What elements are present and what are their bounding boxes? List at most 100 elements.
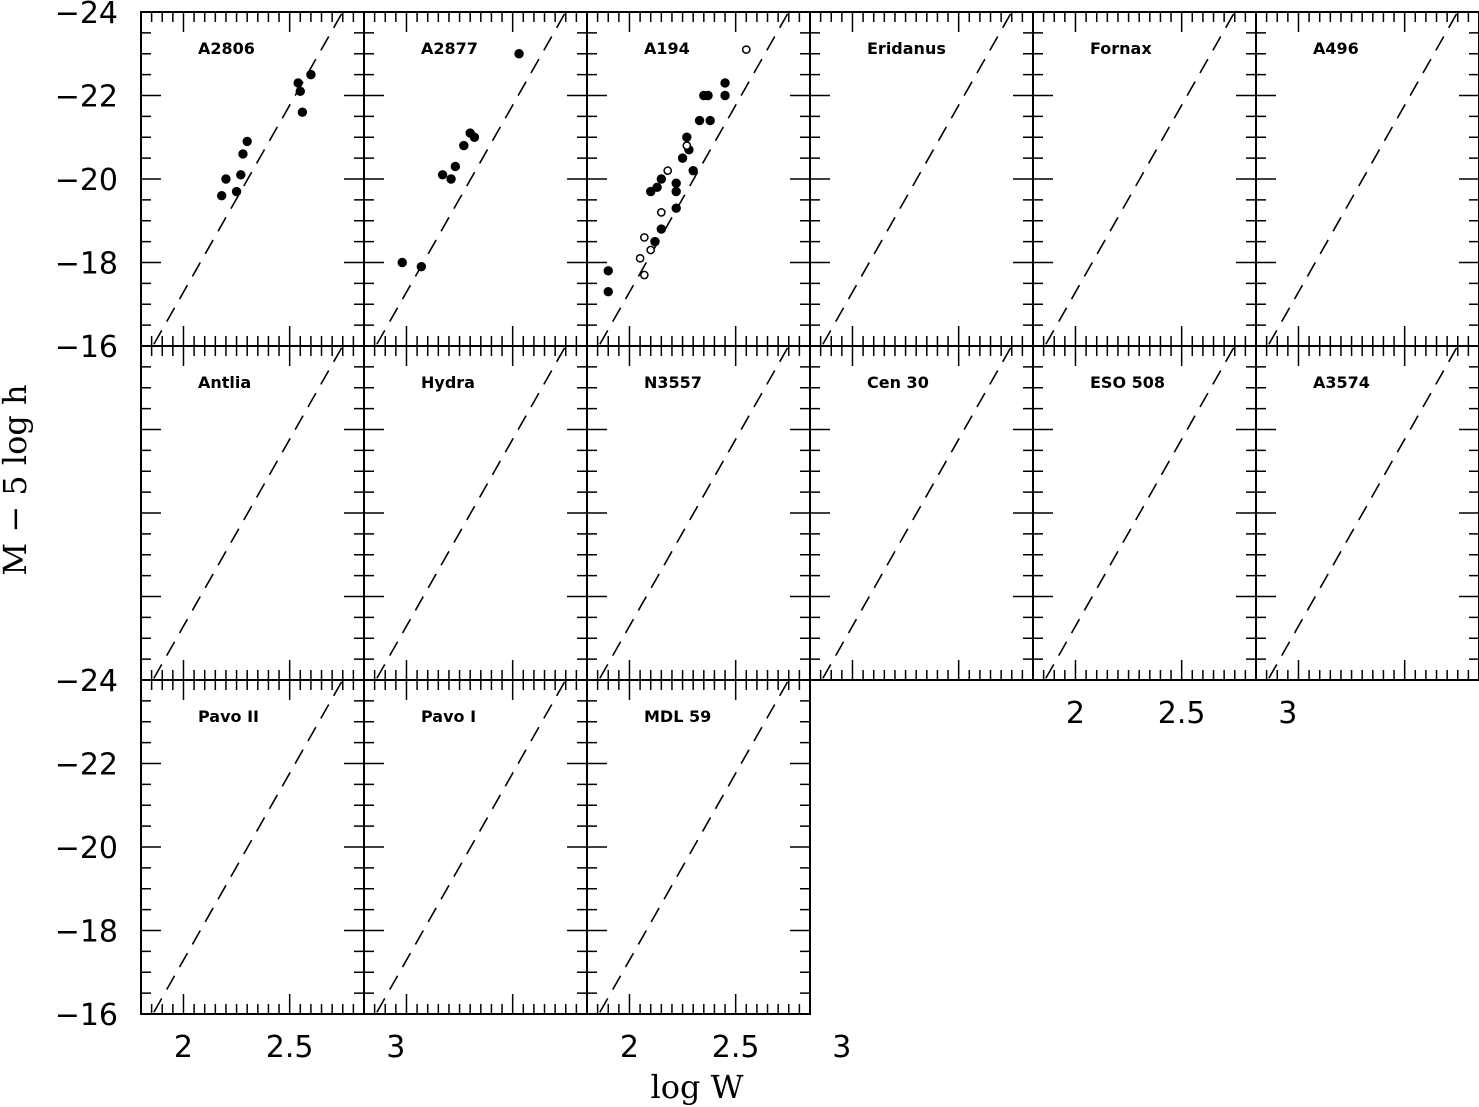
panel-label: A496 <box>1313 39 1359 58</box>
x-axis-title: log W <box>650 1068 743 1106</box>
fit-line <box>151 12 344 346</box>
fit-line <box>597 12 790 346</box>
panel-label: A2877 <box>421 39 478 58</box>
fit-line <box>1266 346 1459 680</box>
filled-point <box>650 236 660 247</box>
fit-line <box>820 346 1013 680</box>
panel-antlia: Antlia <box>140 345 365 681</box>
panel-label: Pavo I <box>421 707 476 726</box>
y-tick-label: −16 <box>55 330 118 365</box>
open-point <box>682 141 692 150</box>
x-tick-label: 3 <box>832 1030 851 1065</box>
filled-point <box>297 107 308 117</box>
x-tick-label: 3 <box>386 1030 405 1065</box>
x-tick-label: 2 <box>1066 696 1085 731</box>
panel-cen-30: Cen 30 <box>809 345 1034 681</box>
fit-line <box>597 680 790 1014</box>
fit-line <box>151 346 344 680</box>
filled-point <box>671 186 681 197</box>
x-tick-label: 3 <box>1278 696 1297 731</box>
panel-label: Fornax <box>1090 39 1152 58</box>
y-tick-label: −20 <box>55 831 118 866</box>
y-tick-label: −20 <box>55 163 118 198</box>
filled-point <box>656 174 667 184</box>
panel-frame <box>140 11 365 347</box>
filled-point <box>459 140 469 151</box>
filled-point <box>306 69 316 80</box>
filled-point <box>688 165 698 176</box>
filled-point <box>437 170 448 180</box>
y-tick-label: −22 <box>55 80 118 115</box>
filled-point <box>293 78 303 88</box>
panel-frame <box>1255 11 1479 347</box>
panel-pavo-ii: Pavo II <box>140 679 365 1015</box>
filled-point <box>720 78 730 88</box>
panel-frame <box>1032 11 1257 347</box>
panel-label: Cen 30 <box>867 373 929 392</box>
x-tick-label: 2 <box>620 1030 639 1065</box>
filled-point <box>646 186 656 197</box>
panel-a194: A194 <box>586 11 811 347</box>
x-tick-label: 2.5 <box>712 1030 760 1065</box>
filled-point <box>603 266 613 276</box>
filled-point <box>231 186 242 197</box>
filled-point <box>671 203 681 213</box>
filled-point <box>656 224 667 234</box>
filled-point <box>416 261 427 272</box>
panel-label: A194 <box>644 39 690 58</box>
filled-point <box>446 174 456 184</box>
panel-frame <box>1255 345 1479 681</box>
filled-point <box>295 86 305 97</box>
fit-line <box>1266 12 1459 346</box>
open-point <box>656 208 666 217</box>
panel-label: Antlia <box>198 373 251 392</box>
open-point <box>741 45 751 54</box>
open-point <box>639 233 649 242</box>
panel-frame <box>363 11 588 347</box>
open-point <box>635 253 645 263</box>
filled-point <box>671 178 681 188</box>
filled-point <box>703 90 713 101</box>
panel-frame <box>363 345 588 681</box>
panel-hydra: Hydra <box>363 345 588 681</box>
left-tick-labels: −24 −22 −20 −18 −16 −22 −20 −18 −16 −24 <box>55 0 118 1033</box>
filled-point <box>720 90 730 101</box>
panel-label: Hydra <box>421 373 475 392</box>
y-tick-label: −22 <box>55 748 118 783</box>
fit-line <box>820 12 1013 346</box>
panel-frame <box>140 345 365 681</box>
fit-line <box>374 12 567 346</box>
panel-label: N3557 <box>644 373 702 392</box>
fit-line <box>1043 12 1236 346</box>
open-point <box>663 166 673 175</box>
x-tick-label: 2.5 <box>1158 696 1206 731</box>
y-tick-label: −18 <box>55 915 118 950</box>
x-tick-label: 2 <box>174 1030 193 1065</box>
panel-frame <box>363 679 588 1015</box>
filled-point <box>603 287 613 297</box>
filled-point <box>677 153 688 163</box>
filled-point <box>469 132 480 142</box>
filled-point <box>238 149 248 159</box>
open-point <box>646 245 656 255</box>
panel-label: A3574 <box>1313 373 1370 392</box>
panel-frame <box>586 11 811 347</box>
panel-n3557: N3557 <box>586 345 811 681</box>
panel-a2806: A2806 <box>140 11 365 347</box>
y-tick-label: −24 <box>55 664 118 699</box>
panel-label: Pavo II <box>198 707 259 726</box>
fit-line <box>151 680 344 1014</box>
filled-point <box>652 182 662 193</box>
filled-point <box>450 161 461 172</box>
panel-mdl-59: MDL 59 <box>586 679 811 1015</box>
panel-fornax: Fornax <box>1032 11 1257 347</box>
fit-line <box>1043 346 1236 680</box>
bottom-tick-labels: 2 2.5 3 2 2.5 3 2 2.5 3 <box>174 696 1297 1065</box>
y-axis-title: M − 5 log h <box>0 384 34 575</box>
panel-eridanus: Eridanus <box>809 11 1034 347</box>
y-tick-label: −24 <box>55 0 118 31</box>
filled-point <box>514 49 524 59</box>
y-tick-label: −16 <box>55 998 118 1033</box>
panel-frame <box>586 345 811 681</box>
